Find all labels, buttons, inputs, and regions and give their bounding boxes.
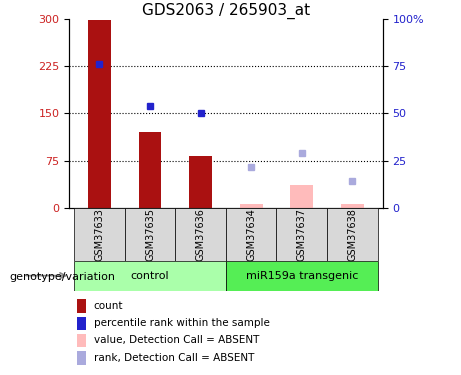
Bar [77, 351, 86, 364]
Bar [290, 185, 313, 208]
Text: GSM37637: GSM37637 [297, 208, 307, 261]
Text: value, Detection Call = ABSENT: value, Detection Call = ABSENT [94, 336, 259, 345]
Bar [77, 334, 86, 347]
Text: miR159a transgenic: miR159a transgenic [246, 271, 358, 280]
Bar [277, 208, 327, 261]
Text: GSM37635: GSM37635 [145, 208, 155, 261]
Bar [240, 204, 263, 208]
Text: control: control [131, 271, 169, 280]
Bar [74, 261, 226, 291]
Bar [226, 261, 378, 291]
Bar [175, 208, 226, 261]
Text: GSM37633: GSM37633 [95, 208, 105, 261]
Bar [327, 208, 378, 261]
Bar [125, 208, 175, 261]
Text: GSM37638: GSM37638 [347, 208, 357, 261]
Bar [77, 316, 86, 330]
Bar [77, 299, 86, 313]
Bar [139, 132, 161, 208]
Bar [74, 208, 125, 261]
Bar [189, 156, 212, 208]
Text: count: count [94, 301, 123, 311]
Text: rank, Detection Call = ABSENT: rank, Detection Call = ABSENT [94, 353, 254, 363]
Text: genotype/variation: genotype/variation [9, 272, 115, 282]
Text: GSM37634: GSM37634 [246, 208, 256, 261]
Text: percentile rank within the sample: percentile rank within the sample [94, 318, 270, 328]
Title: GDS2063 / 265903_at: GDS2063 / 265903_at [142, 3, 310, 19]
Bar [226, 208, 277, 261]
Bar [88, 20, 111, 208]
Bar [341, 204, 364, 208]
Text: GSM37636: GSM37636 [195, 208, 206, 261]
